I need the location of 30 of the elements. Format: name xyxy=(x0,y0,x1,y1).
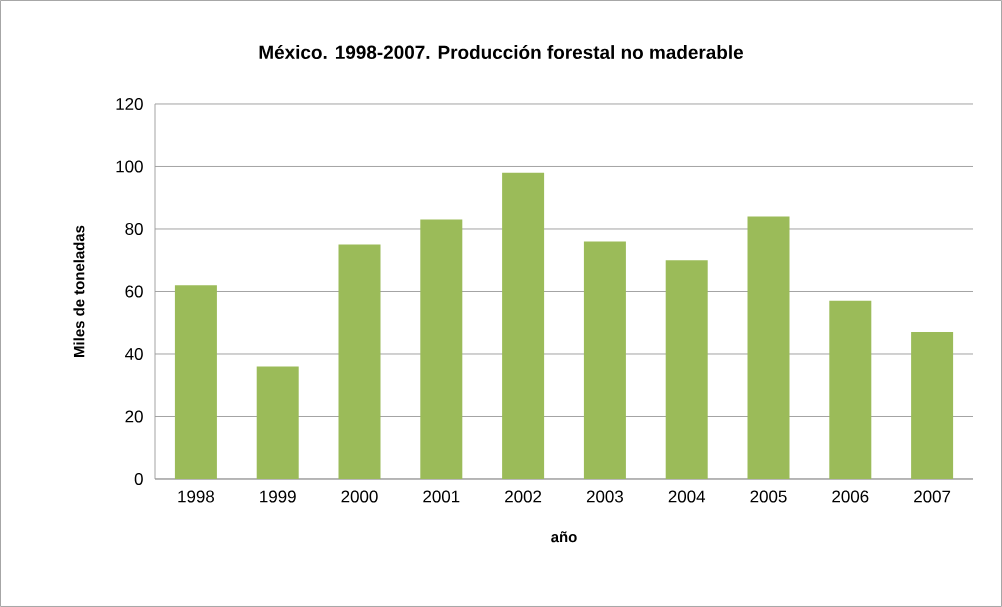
x-tick-label: 2006 xyxy=(832,490,869,503)
y-tick-label: 40 xyxy=(125,347,143,360)
y-tick-label: 100 xyxy=(116,160,143,173)
bar xyxy=(583,241,626,479)
x-tick-label: 2001 xyxy=(423,490,460,503)
x-tick-label: 2002 xyxy=(505,490,542,503)
bar xyxy=(174,285,217,479)
x-tick-label: 1999 xyxy=(260,490,296,503)
chart-title: México. 1998-2007. Producción forestal no maderable xyxy=(259,44,743,60)
bar xyxy=(829,300,872,479)
y-tick-label: 80 xyxy=(125,222,143,235)
y-tick-label: 120 xyxy=(116,97,143,110)
y-tick-label: 20 xyxy=(125,410,143,423)
x-tick-label: 1998 xyxy=(178,490,215,503)
bar xyxy=(911,332,954,479)
bar xyxy=(256,366,299,479)
bar xyxy=(338,244,381,479)
x-tick-label: 2005 xyxy=(750,490,787,503)
x-tick-label: 2003 xyxy=(586,490,623,503)
y-tick-label: 60 xyxy=(125,285,143,298)
bar xyxy=(502,172,545,479)
x-tick-label: 2004 xyxy=(668,490,706,503)
y-axis-title: Miles de toneladas xyxy=(73,225,85,357)
bar xyxy=(420,219,463,479)
bar xyxy=(747,216,790,479)
bar xyxy=(665,260,708,479)
x-tick-label: 2007 xyxy=(914,490,951,503)
x-tick-label: 2000 xyxy=(341,490,378,503)
y-tick-label: 0 xyxy=(134,472,143,485)
x-axis-title: año xyxy=(551,531,577,543)
